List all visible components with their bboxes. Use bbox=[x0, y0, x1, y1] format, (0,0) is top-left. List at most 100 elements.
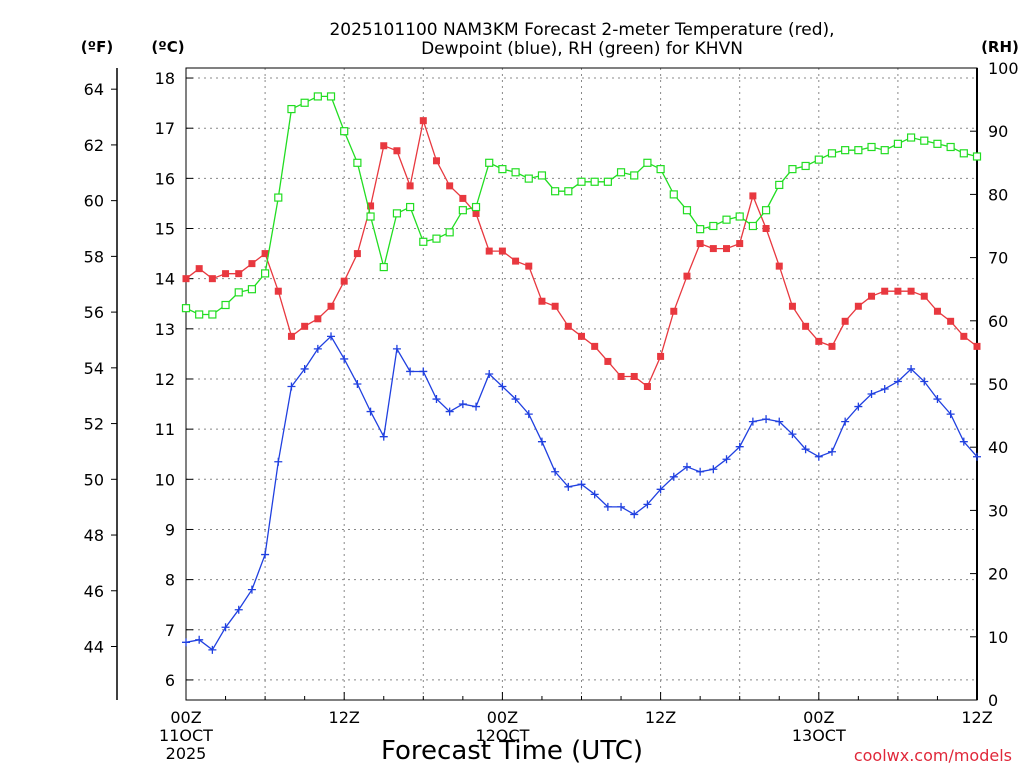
rh-point bbox=[577, 177, 586, 186]
dewpoint-point bbox=[485, 369, 494, 378]
dewpoint-point bbox=[406, 367, 415, 376]
tick-label-rh: 70 bbox=[988, 249, 1008, 268]
dewpoint-point bbox=[973, 452, 981, 461]
dewpoint-point bbox=[551, 467, 560, 476]
x-tick-label: 12Z bbox=[329, 708, 360, 727]
rh-point bbox=[511, 168, 520, 177]
temperature-point bbox=[380, 142, 388, 150]
dewpoint-point bbox=[564, 482, 573, 491]
rh-point bbox=[340, 127, 349, 136]
rh-point bbox=[761, 206, 771, 215]
tick-label-rh: 0 bbox=[988, 691, 998, 710]
rh-point bbox=[419, 237, 428, 246]
rh-point bbox=[485, 158, 494, 167]
axes: 6 7 8 9 10 11 12 13 14 15 16 17 18 44 46 48 50 52 54 56 58 60… bbox=[84, 59, 1019, 763]
rh-point bbox=[181, 304, 191, 313]
temperature-point bbox=[894, 287, 902, 295]
rh-point bbox=[379, 262, 388, 272]
tick-label-fahrenheit: 56 bbox=[84, 303, 104, 322]
rh-point bbox=[893, 139, 903, 148]
rh-point bbox=[603, 177, 612, 186]
rh-point bbox=[748, 221, 757, 231]
temperature-point bbox=[340, 277, 348, 285]
tick-label-celsius: 15 bbox=[155, 220, 175, 239]
dewpoint-point bbox=[775, 417, 784, 426]
temperature-point bbox=[261, 250, 269, 258]
dewpoint-point bbox=[327, 332, 336, 341]
tick-label-celsius: 11 bbox=[155, 420, 175, 439]
temperature-point bbox=[472, 209, 480, 217]
dewpoint-point bbox=[313, 344, 322, 353]
temperature-point bbox=[301, 322, 309, 330]
rh-point bbox=[445, 228, 454, 237]
credit-text: coolwx.com/models bbox=[854, 746, 1012, 765]
temperature-point bbox=[367, 202, 375, 210]
rh-point bbox=[696, 225, 705, 234]
rh-point bbox=[313, 92, 322, 101]
temperature-point bbox=[459, 194, 467, 202]
dewpoint-point bbox=[366, 407, 375, 416]
dewpoint-point bbox=[221, 623, 230, 632]
rh-point bbox=[972, 152, 982, 161]
temperature-point bbox=[182, 275, 190, 283]
tick-label-rh: 100 bbox=[988, 59, 1019, 78]
tick-label-fahrenheit: 48 bbox=[84, 526, 104, 545]
temperature-point bbox=[920, 292, 928, 300]
rh-point bbox=[814, 155, 823, 164]
rh-point bbox=[537, 171, 547, 180]
dewpoint-point bbox=[827, 447, 836, 456]
tick-label-rh: 50 bbox=[988, 375, 1008, 394]
rh-point bbox=[920, 136, 929, 145]
temperature-point bbox=[643, 383, 651, 391]
temperature-point bbox=[195, 265, 203, 273]
temperature-point bbox=[604, 357, 612, 365]
rh-point bbox=[801, 161, 810, 171]
temperature-point bbox=[287, 332, 295, 340]
temperature-point bbox=[485, 247, 493, 255]
tick-label-fahrenheit: 58 bbox=[84, 247, 104, 266]
temperature-point bbox=[353, 250, 361, 258]
dewpoint-point bbox=[656, 485, 665, 494]
rh-point bbox=[366, 212, 375, 221]
chart-title-line2: Dewpoint (blue), RH (green) for KHVN bbox=[421, 39, 743, 59]
dewpoint-point bbox=[748, 417, 757, 426]
temperature-point bbox=[248, 260, 256, 268]
tick-label-fahrenheit: 64 bbox=[84, 80, 104, 99]
rh-point bbox=[933, 139, 942, 148]
temperature-point bbox=[538, 297, 546, 305]
dewpoint-point bbox=[893, 377, 902, 386]
dewpoint-point bbox=[511, 395, 520, 404]
dewpoint-point bbox=[630, 510, 639, 519]
temperature-point bbox=[854, 302, 862, 310]
temperature-point bbox=[683, 272, 691, 280]
dewpoint-point bbox=[590, 490, 599, 499]
x-tick-label: 12Z bbox=[961, 708, 992, 727]
dewpoint-point bbox=[933, 395, 942, 404]
rh-point bbox=[551, 187, 560, 196]
temperature-point bbox=[314, 315, 322, 323]
temperature-point bbox=[657, 352, 665, 360]
rh-point bbox=[392, 209, 402, 218]
dewpoint-point bbox=[195, 635, 204, 644]
dewpoint-point bbox=[234, 605, 243, 614]
x-tick-label: 00Z bbox=[487, 708, 518, 727]
temperature-point bbox=[670, 307, 678, 315]
rh-point bbox=[669, 190, 678, 199]
rh-point bbox=[498, 165, 507, 174]
temperature-point bbox=[868, 292, 876, 300]
x-tick-label: 2025 bbox=[166, 744, 207, 763]
dewpoint-point bbox=[537, 437, 546, 446]
unit-label-fahrenheit: (ºF) bbox=[81, 38, 113, 56]
dewpoint-point bbox=[788, 430, 797, 439]
rh-point bbox=[353, 158, 362, 167]
dewpoint-point bbox=[458, 400, 467, 409]
dewpoint-point bbox=[287, 382, 296, 391]
rh-point bbox=[471, 202, 481, 212]
unit-label-rh: (RH) bbox=[981, 38, 1019, 56]
rh-point bbox=[195, 310, 204, 319]
dewpoint-point bbox=[379, 432, 388, 441]
temperature-point bbox=[947, 317, 955, 325]
tick-label-fahrenheit: 44 bbox=[84, 637, 104, 656]
temperature-point bbox=[973, 342, 981, 350]
tick-label-rh: 20 bbox=[988, 565, 1008, 584]
